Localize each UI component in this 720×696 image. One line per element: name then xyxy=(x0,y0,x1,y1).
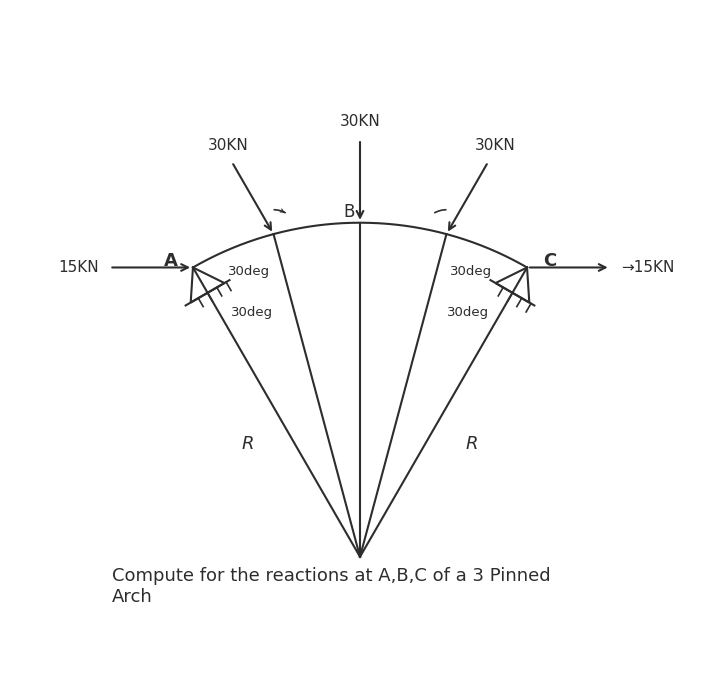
Text: →15KN: →15KN xyxy=(621,260,675,275)
Text: C: C xyxy=(543,251,556,269)
Text: 30deg: 30deg xyxy=(228,265,270,278)
Text: 30KN: 30KN xyxy=(208,139,248,153)
Text: Compute for the reactions at A,B,C of a 3 Pinned
Arch: Compute for the reactions at A,B,C of a … xyxy=(112,567,550,606)
Text: R: R xyxy=(466,436,478,453)
Text: R: R xyxy=(242,436,254,453)
Text: 30deg: 30deg xyxy=(446,306,489,319)
Text: A: A xyxy=(163,251,178,269)
Text: 30KN: 30KN xyxy=(474,139,516,153)
Text: 30deg: 30deg xyxy=(450,265,492,278)
Text: 30KN: 30KN xyxy=(340,113,380,129)
Text: 30deg: 30deg xyxy=(231,306,274,319)
Text: 15KN: 15KN xyxy=(58,260,99,275)
Text: B: B xyxy=(343,203,354,221)
